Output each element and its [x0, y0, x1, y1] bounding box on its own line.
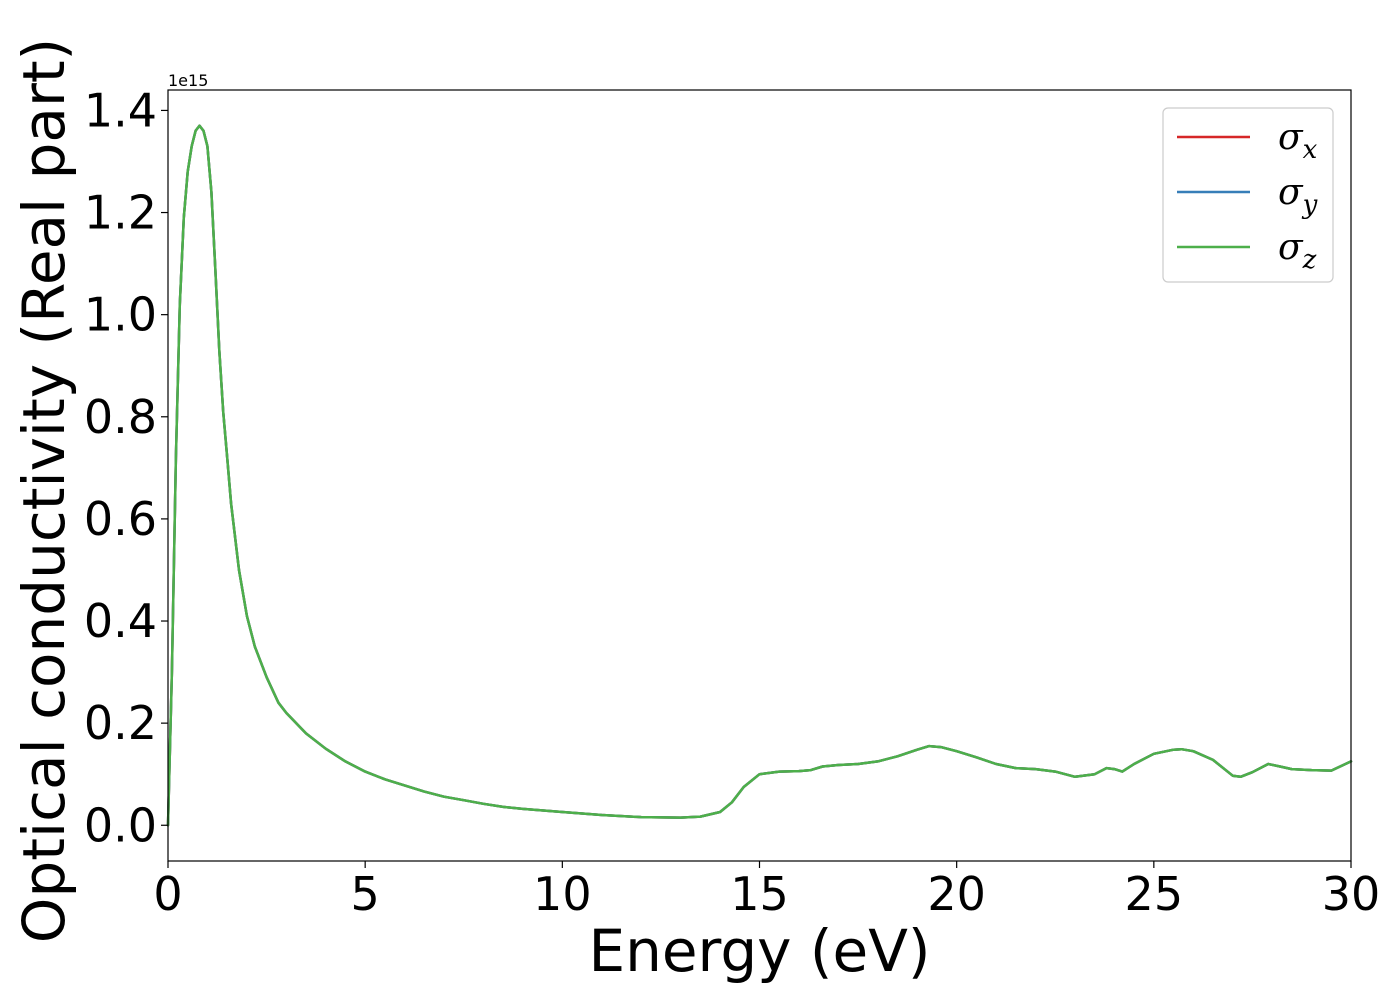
y-tick-label: 0.4	[84, 594, 157, 648]
legend-label-symbol: σ	[1278, 227, 1304, 268]
series-layer	[166, 124, 1353, 827]
legend-label: σz	[1278, 227, 1317, 275]
y-tick-label: 1.0	[84, 288, 157, 342]
legend-label-subscript: x	[1303, 135, 1318, 165]
y-tick-label: 1.2	[84, 186, 157, 240]
y-tick-label: 0.6	[84, 492, 157, 546]
x-tick-label: 0	[153, 867, 182, 921]
legend-label-symbol: σ	[1278, 172, 1304, 213]
x-tick-label: 15	[730, 867, 789, 921]
x-axis-title: Energy (eV)	[588, 917, 930, 985]
y-axis-ticks: 0.0 0.2 0.4 0.6 0.8 1.0 1.2 1.4	[84, 83, 168, 852]
legend-label-symbol: σ	[1278, 117, 1304, 158]
y-tick-label: 0.0	[84, 798, 157, 852]
x-tick-label: 20	[927, 867, 986, 921]
legend-label: σx	[1278, 117, 1318, 165]
legend-label-subscript: z	[1302, 245, 1317, 275]
series-line-z	[166, 124, 1353, 827]
y-tick-label: 1.4	[84, 83, 157, 137]
x-tick-label: 30	[1322, 867, 1381, 921]
y-axis-offset-label: 1e15	[168, 71, 208, 90]
y-axis-title: Optical conductivity (Real part)	[10, 38, 78, 943]
legend-label: σy	[1278, 172, 1318, 220]
x-axis-ticks: 0 5 10 15 20 25 30	[153, 861, 1380, 921]
x-tick-label: 25	[1125, 867, 1184, 921]
y-tick-label: 0.8	[84, 390, 157, 444]
x-tick-label: 10	[533, 867, 592, 921]
legend-box	[1162, 107, 1334, 283]
legend-item-y: σy	[1177, 172, 1318, 220]
legend-label-subscript: y	[1302, 190, 1318, 220]
x-tick-label: 5	[351, 867, 380, 921]
y-tick-label: 0.2	[84, 696, 157, 750]
legend-item-x: σx	[1177, 117, 1318, 165]
legend-item-z: σz	[1177, 227, 1317, 275]
